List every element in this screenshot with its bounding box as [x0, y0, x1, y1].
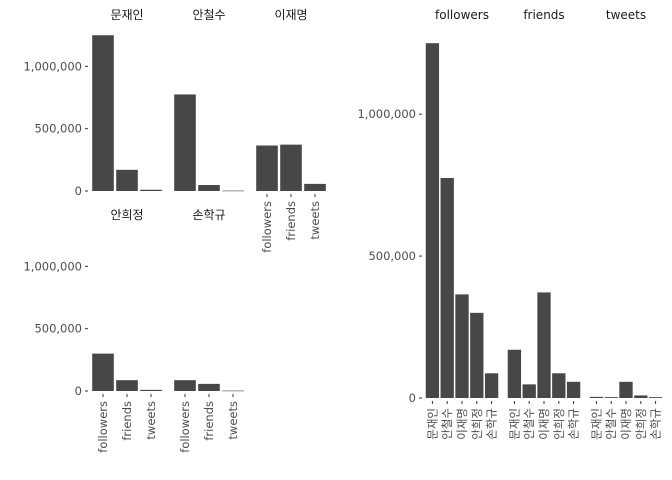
x-axis-tick-label: friends [284, 201, 298, 241]
bar-안희정-followers [92, 353, 114, 391]
x-axis-tick-label: 손학규 [649, 408, 663, 440]
bar-안철수-followers [174, 94, 196, 191]
x-axis-tick-label: tweets [226, 401, 240, 440]
x-axis-tick-label: 안희정 [470, 408, 484, 440]
bar-friends-이재명 [537, 292, 551, 398]
x-axis-tick-label: 문재인 [507, 408, 521, 440]
x-axis-tick-label: 이재명 [455, 408, 469, 440]
y-axis-tick-label: 0 [75, 384, 82, 398]
x-axis-tick-label: followers [96, 401, 110, 453]
x-axis-tick-label: 손학규 [567, 408, 581, 440]
panel-strip-label: 이재명 [274, 8, 307, 22]
y-axis-tick-label: 0 [75, 184, 82, 198]
panel-strip-label: friends [523, 8, 564, 22]
bar-안희정-friends [116, 380, 138, 391]
bar-안철수-friends [198, 185, 220, 191]
panel-strip-label: 안철수 [192, 8, 225, 22]
y-axis-tick-label: 500,000 [368, 249, 416, 263]
bar-friends-손학규 [566, 381, 581, 398]
panel-strip-label: followers [435, 8, 489, 22]
panel-strip-label: 문재인 [110, 8, 143, 22]
bar-이재명-tweets [304, 183, 326, 191]
x-axis-tick-label: friends [202, 401, 216, 441]
bar-followers-안철수 [440, 178, 454, 398]
y-axis-tick-label: 0 [409, 391, 416, 405]
y-axis-tick-label: 1,000,000 [23, 259, 82, 273]
bar-손학규-friends [198, 383, 220, 391]
x-axis-tick-label: 문재인 [589, 408, 603, 440]
bar-손학규-tweets [222, 390, 244, 392]
bar-friends-안철수 [522, 384, 536, 398]
bar-안희정-tweets [140, 389, 162, 391]
panel-strip-label: 손학규 [192, 208, 225, 222]
y-axis-tick-label: 500,000 [34, 122, 82, 136]
x-axis-tick-label: tweets [144, 401, 158, 440]
x-axis-tick-label: 안철수 [604, 408, 618, 440]
bar-이재명-followers [256, 145, 278, 191]
x-axis-tick-label: 안철수 [440, 408, 454, 440]
x-axis-tick-label: 손학규 [485, 408, 499, 440]
x-axis-tick-label: followers [178, 401, 192, 453]
bar-tweets-안철수 [604, 397, 618, 398]
bar-followers-문재인 [425, 43, 440, 398]
panel-strip-label: tweets [606, 8, 646, 22]
bar-friends-문재인 [507, 349, 522, 398]
bar-friends-안희정 [552, 373, 566, 398]
bar-문재인-followers [92, 35, 114, 191]
x-axis-tick-label: 이재명 [619, 408, 633, 440]
x-axis-tick-label: 안희정 [634, 408, 648, 440]
bar-followers-손학규 [484, 373, 499, 398]
bar-문재인-friends [116, 169, 138, 191]
bar-tweets-이재명 [619, 381, 633, 398]
bar-안철수-tweets [222, 190, 244, 192]
bar-followers-안희정 [470, 312, 484, 398]
bar-followers-이재명 [455, 294, 469, 398]
bar-tweets-안희정 [634, 395, 648, 398]
y-axis-tick-label: 1,000,000 [357, 107, 416, 121]
x-axis-tick-label: 안철수 [522, 408, 536, 440]
x-axis-tick-label: tweets [308, 201, 322, 240]
bar-tweets-손학규 [648, 397, 663, 398]
x-axis-tick-label: 이재명 [537, 408, 551, 440]
x-axis-tick-label: friends [120, 401, 134, 441]
y-axis-tick-label: 500,000 [34, 322, 82, 336]
x-axis-tick-label: followers [260, 201, 274, 253]
bar-tweets-문재인 [589, 396, 604, 398]
bar-문재인-tweets [140, 189, 162, 191]
y-axis-tick-label: 1,000,000 [23, 59, 82, 73]
x-axis-tick-label: 안희정 [552, 408, 566, 440]
bar-손학규-followers [174, 380, 196, 391]
bar-이재명-friends [280, 144, 302, 191]
x-axis-tick-label: 문재인 [425, 408, 439, 440]
panel-strip-label: 안희정 [110, 208, 143, 222]
